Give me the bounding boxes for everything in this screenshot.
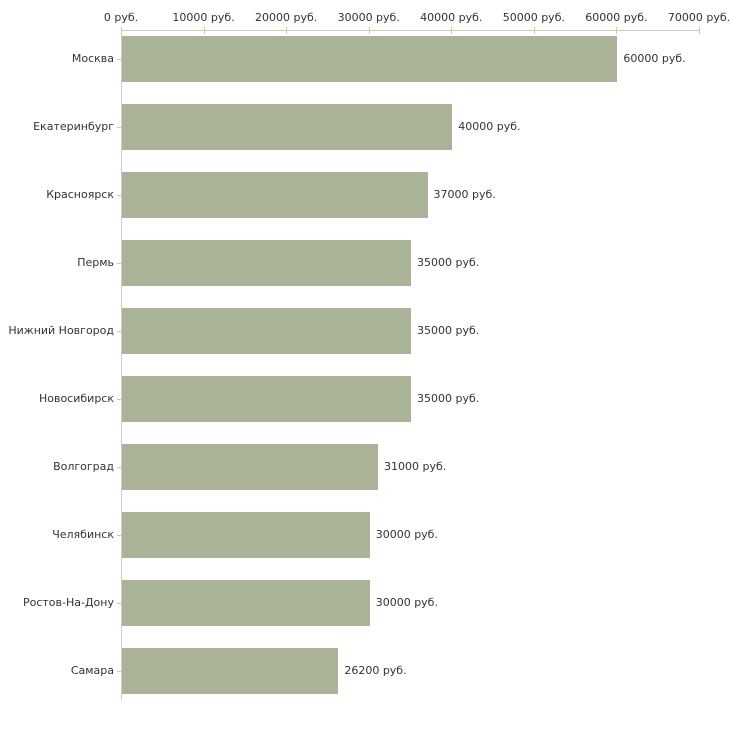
x-axis-tick-label: 60000 руб. bbox=[585, 11, 648, 24]
category-label: Челябинск bbox=[52, 528, 114, 541]
x-axis-tick bbox=[368, 27, 370, 34]
x-axis-tick bbox=[121, 27, 122, 34]
category-label: Пермь bbox=[77, 256, 114, 269]
x-axis-line bbox=[121, 30, 699, 31]
category-label: Волгоград bbox=[53, 460, 114, 473]
x-axis-tick bbox=[616, 27, 618, 34]
x-axis-tick bbox=[203, 27, 205, 34]
x-axis-tick-label: 10000 руб. bbox=[172, 11, 235, 24]
y-axis-tick bbox=[117, 399, 121, 400]
y-axis-tick bbox=[117, 195, 121, 196]
value-label: 35000 руб. bbox=[417, 256, 480, 269]
bar bbox=[122, 240, 411, 286]
category-label: Москва bbox=[71, 52, 114, 65]
category-label: Самара bbox=[70, 664, 114, 677]
x-axis-tick-label: 40000 руб. bbox=[420, 11, 483, 24]
y-axis-line bbox=[121, 30, 122, 700]
bar bbox=[122, 36, 618, 82]
value-label: 37000 руб. bbox=[433, 188, 496, 201]
bar bbox=[122, 580, 370, 626]
value-label: 30000 руб. bbox=[375, 596, 438, 609]
bar bbox=[122, 376, 411, 422]
x-axis-tick bbox=[533, 27, 535, 34]
value-label: 35000 руб. bbox=[417, 392, 480, 405]
y-axis-tick bbox=[117, 603, 121, 604]
value-label: 31000 руб. bbox=[383, 460, 447, 473]
category-label: Екатеринбург bbox=[33, 120, 114, 133]
bar bbox=[122, 444, 378, 490]
y-axis-tick bbox=[117, 127, 121, 128]
category-label: Нижний Новгород bbox=[8, 324, 114, 337]
y-axis-tick bbox=[117, 59, 121, 60]
x-axis-tick-label: 20000 руб. bbox=[255, 11, 318, 24]
category-label: Новосибирск bbox=[38, 392, 114, 405]
value-label: 60000 руб. bbox=[623, 52, 686, 65]
value-label: 26200 руб. bbox=[344, 664, 407, 677]
x-axis-tick-label: 30000 руб. bbox=[337, 11, 400, 24]
value-label: 30000 руб. bbox=[375, 528, 438, 541]
category-label: Ростов-На-Дону bbox=[22, 596, 114, 609]
value-label: 35000 руб. bbox=[417, 324, 480, 337]
y-axis-tick bbox=[117, 671, 121, 672]
bar bbox=[122, 172, 428, 218]
x-axis-tick bbox=[286, 27, 288, 34]
x-axis-tick bbox=[451, 27, 453, 34]
x-axis-tick-label: 0 руб. bbox=[103, 11, 139, 24]
x-axis-tick bbox=[699, 27, 700, 34]
bar bbox=[122, 648, 339, 694]
y-axis-tick bbox=[117, 467, 121, 468]
bar bbox=[122, 308, 411, 354]
bar bbox=[122, 104, 453, 150]
y-axis-tick bbox=[117, 263, 121, 264]
bar bbox=[122, 512, 370, 558]
y-axis-tick bbox=[117, 331, 121, 332]
category-label: Красноярск bbox=[46, 188, 114, 201]
value-label: 40000 руб. bbox=[458, 120, 521, 133]
y-axis-tick bbox=[117, 535, 121, 536]
x-axis-tick-label: 70000 руб. bbox=[667, 11, 730, 24]
x-axis-tick-label: 50000 руб. bbox=[502, 11, 565, 24]
